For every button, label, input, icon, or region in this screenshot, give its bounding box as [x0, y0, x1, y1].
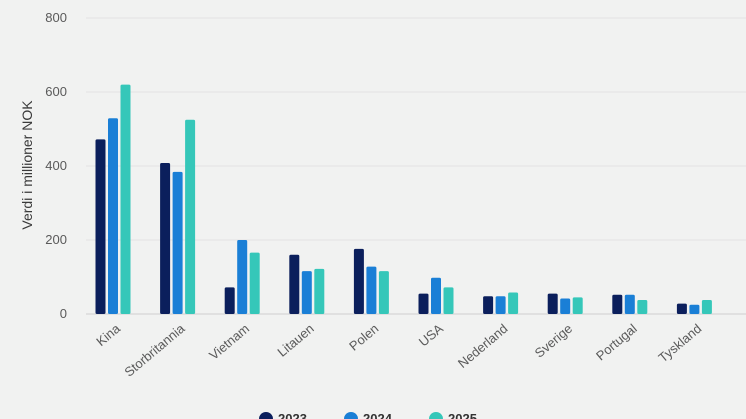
bar-2024-Nederland[interactable]	[495, 296, 506, 314]
legend-item-2025[interactable]: 2025	[429, 411, 477, 419]
bar-2023-Nederland[interactable]	[483, 296, 494, 314]
legend: 2023 2024 2025	[259, 411, 477, 419]
x-tick-label: Polen	[346, 321, 381, 354]
y-tick-label: 400	[45, 158, 67, 173]
legend-label: 2025	[448, 411, 477, 419]
bar-2023-Portugal[interactable]	[612, 294, 623, 314]
bar-2023-Storbritannia[interactable]	[160, 163, 171, 314]
bar-2024-Tyskland[interactable]	[689, 304, 700, 314]
x-tick-label: USA	[416, 321, 446, 350]
legend-marker	[259, 412, 273, 419]
bar-2025-Tyskland[interactable]	[701, 299, 712, 314]
legend-label: 2024	[363, 411, 393, 419]
legend-item-2023[interactable]: 2023	[259, 411, 307, 419]
bar-2024-Kina[interactable]	[108, 118, 118, 315]
bar-2024-Sverige[interactable]	[560, 298, 571, 314]
bar-2023-Litauen[interactable]	[289, 254, 300, 314]
bar-2025-Litauen[interactable]	[314, 268, 325, 314]
bar-2025-Nederland[interactable]	[508, 292, 519, 314]
x-tick-label: Tyskland	[655, 321, 704, 365]
x-tick-label: Litauen	[274, 321, 316, 360]
bar-2023-Kina[interactable]	[95, 139, 106, 314]
legend-marker	[344, 412, 358, 419]
grid-lines	[86, 17, 746, 315]
bar-2024-USA[interactable]	[431, 277, 441, 314]
x-tick-label: Kina	[93, 320, 123, 349]
x-tick-label: Sverige	[532, 321, 575, 361]
bar-2023-Vietnam[interactable]	[224, 287, 235, 314]
bar-2023-Polen[interactable]	[353, 248, 364, 314]
y-tick-label: 600	[45, 84, 67, 99]
y-tick-label: 800	[45, 10, 67, 25]
bar-2025-Portugal[interactable]	[637, 299, 648, 314]
legend-item-2024[interactable]: 2024	[344, 411, 393, 419]
bar-2024-Litauen[interactable]	[301, 271, 312, 314]
bar-2024-Portugal[interactable]	[624, 294, 635, 314]
bar-2025-Polen[interactable]	[378, 271, 389, 314]
bar-2025-USA[interactable]	[443, 287, 454, 314]
bar-2025-Sverige[interactable]	[572, 297, 583, 314]
bars	[95, 84, 712, 315]
x-tick-label: Storbritannia	[121, 320, 188, 379]
x-tick-label: Nederland	[455, 321, 511, 371]
legend-label: 2023	[278, 411, 307, 419]
bar-2025-Kina[interactable]	[120, 84, 131, 314]
bar-2025-Vietnam[interactable]	[249, 252, 260, 314]
bar-2024-Storbritannia[interactable]	[172, 171, 183, 314]
x-tick-label: Vietnam	[206, 321, 252, 363]
x-tick-label: Portugal	[593, 321, 640, 364]
bar-2024-Polen[interactable]	[366, 266, 377, 314]
y-axis-title: Verdi i millioner NOK	[19, 100, 35, 230]
y-tick-label: 0	[60, 306, 67, 321]
bar-2023-Sverige[interactable]	[547, 293, 558, 314]
y-axis-ticks: 0 200 400 600 800	[45, 10, 67, 321]
y-tick-label: 200	[45, 232, 67, 247]
legend-marker	[429, 412, 443, 419]
bar-2023-Tyskland[interactable]	[676, 303, 687, 314]
bar-2024-Vietnam[interactable]	[237, 240, 248, 314]
bar-2023-USA[interactable]	[418, 293, 429, 314]
bar-2025-Storbritannia[interactable]	[185, 119, 196, 314]
